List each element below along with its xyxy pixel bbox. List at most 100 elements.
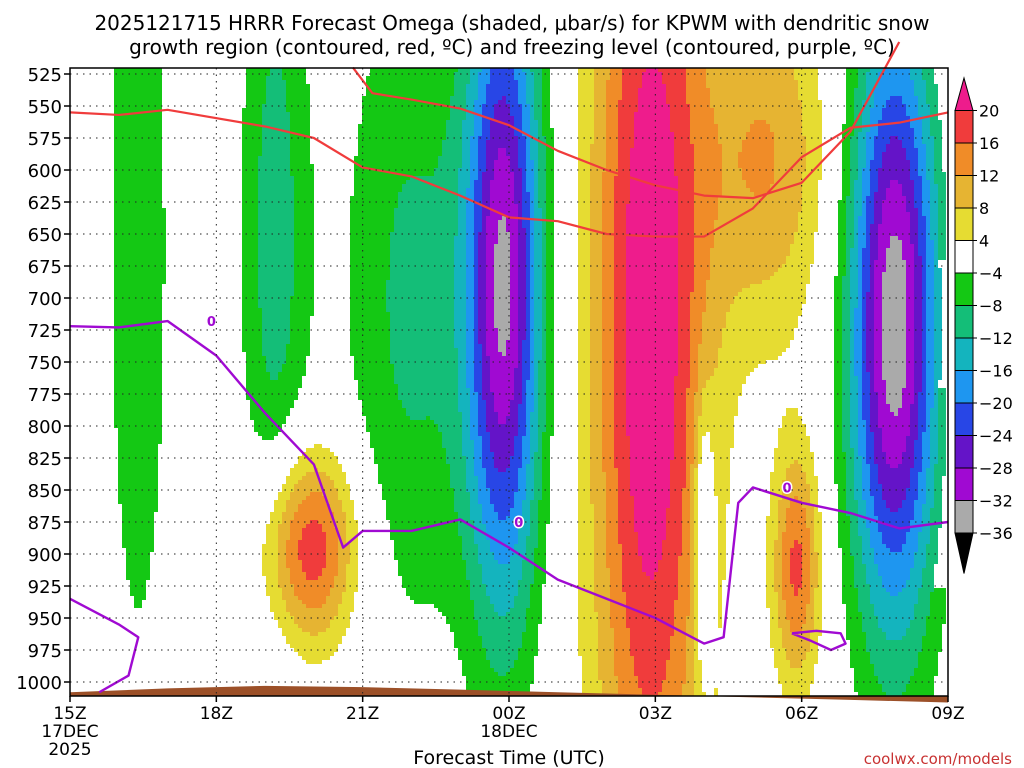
omega-cell — [486, 484, 518, 488]
omega-cell — [874, 196, 886, 200]
omega-cell — [930, 408, 938, 412]
omega-cell — [622, 560, 642, 564]
omega-cell — [294, 584, 334, 588]
omega-cell — [834, 320, 842, 324]
omega-cell — [710, 252, 790, 256]
omega-cell — [530, 208, 534, 212]
omega-cell — [838, 268, 846, 272]
omega-cell — [842, 340, 850, 344]
omega-cell — [718, 196, 802, 200]
omega-cell — [490, 128, 514, 132]
omega-cell — [614, 420, 626, 424]
omega-cell — [490, 384, 514, 388]
omega-cell — [854, 364, 862, 368]
omega-cell — [862, 204, 866, 208]
omega-cell — [546, 356, 554, 360]
omega-cell — [802, 548, 810, 552]
omega-cell — [678, 568, 690, 572]
omega-cell — [294, 184, 314, 188]
omega-cell — [602, 296, 614, 300]
omega-cell — [698, 376, 710, 380]
omega-cell — [470, 408, 478, 412]
omega-cell — [690, 368, 698, 372]
omega-cell — [926, 560, 938, 564]
omega-cell — [458, 396, 470, 400]
omega-cell — [290, 536, 302, 540]
omega-cell — [606, 548, 622, 552]
omega-cell — [782, 548, 790, 552]
omega-cell — [514, 392, 522, 396]
omega-cell — [578, 252, 590, 256]
omega-cell — [910, 120, 922, 124]
omega-cell — [610, 572, 622, 576]
omega-cell — [246, 68, 270, 72]
omega-cell — [870, 252, 878, 256]
omega-cell — [914, 564, 926, 568]
omega-cell — [694, 280, 706, 284]
omega-cell — [926, 388, 934, 392]
omega-cell — [262, 336, 290, 340]
omega-cell — [482, 188, 490, 192]
omega-cell — [926, 160, 934, 164]
omega-cell — [878, 252, 886, 256]
omega-cell — [910, 236, 918, 240]
omega-cell — [490, 68, 514, 72]
omega-cell — [850, 404, 858, 408]
omega-cell — [466, 368, 474, 372]
omega-cell — [742, 168, 774, 172]
omega-cell — [602, 440, 614, 444]
omega-cell — [694, 436, 698, 440]
omega-cell — [614, 356, 626, 360]
omega-cell — [790, 556, 802, 560]
omega-cell — [358, 388, 398, 392]
omega-cell — [854, 228, 858, 232]
omega-cell — [242, 284, 258, 288]
omega-cell — [694, 564, 698, 568]
omega-cell — [614, 204, 626, 208]
omega-cell — [326, 596, 342, 600]
omega-cell — [894, 412, 898, 416]
omega-cell — [522, 400, 526, 404]
omega-cell — [902, 500, 914, 504]
omega-cell — [286, 92, 310, 96]
omega-cell — [914, 456, 922, 460]
omega-cell — [926, 564, 934, 568]
omega-cell — [778, 536, 782, 540]
omega-cell — [346, 572, 358, 576]
omega-cell — [602, 280, 614, 284]
omega-cell — [482, 356, 490, 360]
omega-cell — [926, 304, 934, 308]
omega-cell — [606, 536, 618, 540]
omega-cell — [898, 508, 914, 512]
omega-cell — [914, 304, 922, 308]
omega-cell — [866, 204, 874, 208]
omega-cell — [470, 432, 478, 436]
omega-cell — [546, 420, 554, 424]
omega-cell — [530, 192, 534, 196]
omega-cell — [610, 576, 622, 580]
omega-cell — [718, 572, 726, 576]
omega-cell — [474, 340, 478, 344]
omega-cell — [934, 268, 942, 272]
omega-cell — [270, 516, 282, 520]
omega-cell — [882, 272, 906, 276]
omega-cell — [478, 316, 486, 320]
omega-cell — [530, 372, 534, 376]
omega-cell — [578, 156, 590, 160]
omega-cell — [350, 312, 390, 316]
omega-cell — [878, 572, 910, 576]
omega-cell — [934, 468, 946, 472]
omega-cell — [534, 216, 542, 220]
omega-cell — [390, 532, 458, 536]
omega-cell — [718, 136, 746, 140]
omega-cell — [614, 328, 626, 332]
omega-cell — [350, 284, 386, 288]
omega-cell — [518, 332, 526, 336]
omega-cell — [278, 532, 290, 536]
omega-cell — [470, 500, 478, 504]
omega-cell — [914, 192, 922, 196]
omega-cell — [842, 568, 854, 572]
omega-cell — [546, 428, 554, 432]
omega-cell — [706, 72, 794, 76]
omega-cell — [526, 496, 534, 500]
